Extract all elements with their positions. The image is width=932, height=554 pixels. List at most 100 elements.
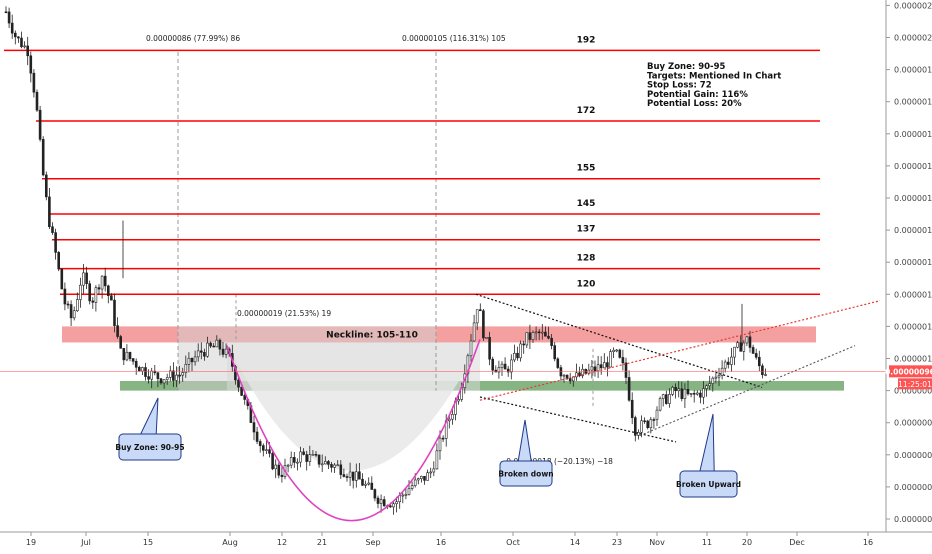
candle-body — [618, 349, 622, 358]
candle-body — [296, 461, 299, 464]
candle-body — [754, 353, 758, 358]
candle-body — [429, 471, 433, 474]
candle-body — [615, 349, 619, 352]
candle-body — [63, 288, 67, 305]
candle-body — [497, 367, 501, 373]
candle-body — [562, 374, 566, 377]
candle-body — [305, 454, 309, 462]
candle-body — [327, 461, 330, 465]
candle-body — [668, 394, 671, 404]
candle-body — [720, 367, 724, 376]
candle-body — [705, 385, 708, 389]
x-tick-label: 16 — [863, 538, 873, 547]
candle-body — [361, 478, 364, 486]
candle-body — [568, 378, 572, 382]
candle-body — [528, 332, 532, 340]
candle-body — [677, 388, 681, 392]
y-tick-label: 0.00000140 — [894, 226, 932, 235]
candle-body — [627, 377, 631, 401]
countdown-label: 11:25:01 — [898, 380, 932, 389]
y-tick-label: 0.00000090 — [894, 387, 932, 396]
candle-body — [4, 11, 8, 14]
candle-body — [513, 352, 516, 361]
x-tick-label: 15 — [143, 538, 153, 547]
candle-body — [491, 358, 495, 371]
candle-body — [125, 351, 129, 361]
candle-body — [128, 351, 132, 359]
candle-body — [649, 419, 653, 428]
candle-body — [265, 449, 268, 451]
x-tick-label: 19 — [26, 538, 36, 547]
candle-body — [730, 356, 733, 365]
candle-body — [29, 55, 33, 74]
candle-body — [401, 494, 405, 497]
callout-broken-upward: Broken Upward — [676, 413, 741, 498]
candle-body — [764, 374, 767, 376]
candle-body — [689, 392, 693, 395]
candle-body — [94, 287, 98, 303]
candle-body — [695, 392, 699, 395]
candle-body — [581, 368, 584, 377]
candle-body — [35, 91, 39, 111]
resistance-label: 137 — [577, 225, 596, 235]
candle-body — [354, 471, 358, 481]
candle-body — [602, 362, 606, 369]
candle-body — [692, 392, 696, 395]
candle-body — [382, 499, 386, 507]
info-line: Targets: Mentioned In Chart — [647, 71, 781, 81]
candle-body — [203, 352, 206, 357]
candle-body — [661, 394, 665, 399]
candle-body — [169, 370, 172, 378]
candle-body — [646, 420, 650, 428]
candle-body — [314, 453, 318, 456]
candle-body — [612, 349, 615, 352]
candle-body — [699, 392, 702, 398]
candle-body — [379, 499, 383, 504]
candle-body — [20, 37, 23, 48]
candle-body — [506, 368, 510, 373]
y-tick-label: 0.00000080 — [894, 419, 932, 428]
info-line: Buy Zone: 90-95 — [647, 62, 725, 72]
candle-body — [7, 11, 11, 24]
candle-body — [54, 232, 57, 253]
candle-body — [193, 356, 197, 363]
candle-body — [317, 454, 321, 465]
candle-body — [469, 340, 473, 357]
callout-buy-zone: Buy Zone: 90-95 — [115, 397, 185, 461]
x-tick-label: Aug — [222, 538, 238, 547]
candle-body — [633, 417, 637, 436]
candle-body — [643, 420, 646, 423]
measure-label: −0.00000018 (−20.13%) −18 — [500, 457, 613, 466]
candle-body — [116, 325, 119, 337]
candle-body — [345, 476, 349, 478]
countdown-tag — [898, 378, 932, 390]
candle-body — [407, 488, 411, 495]
candle-body — [553, 345, 557, 360]
candle-body — [596, 364, 600, 372]
candle-body — [187, 357, 191, 365]
y-tick-label: 0.00000190 — [894, 66, 932, 75]
candle-body — [308, 454, 312, 462]
y-tick-label: 0.00000200 — [894, 34, 932, 43]
candle-body — [652, 419, 656, 421]
candle-body — [522, 343, 526, 346]
resistance-label: 155 — [577, 164, 596, 174]
y-tick-label: 0.00000180 — [894, 98, 932, 107]
candle-body — [761, 365, 764, 376]
candle-body — [41, 139, 45, 176]
candle-body — [655, 409, 659, 420]
candle-body — [224, 348, 228, 355]
candle-body — [547, 335, 550, 339]
candle-body — [373, 489, 377, 499]
candle-body — [751, 347, 755, 354]
candle-body — [702, 388, 705, 398]
price-tag — [889, 365, 932, 378]
candle-body — [131, 358, 135, 362]
candle-body — [739, 342, 743, 352]
info-line: Potential Gain: 116% — [647, 90, 748, 100]
x-tick-label: 20 — [742, 538, 752, 547]
candle-body — [175, 374, 178, 381]
candle-body — [516, 352, 519, 359]
candle-body — [38, 109, 42, 140]
candle-body — [333, 464, 336, 468]
